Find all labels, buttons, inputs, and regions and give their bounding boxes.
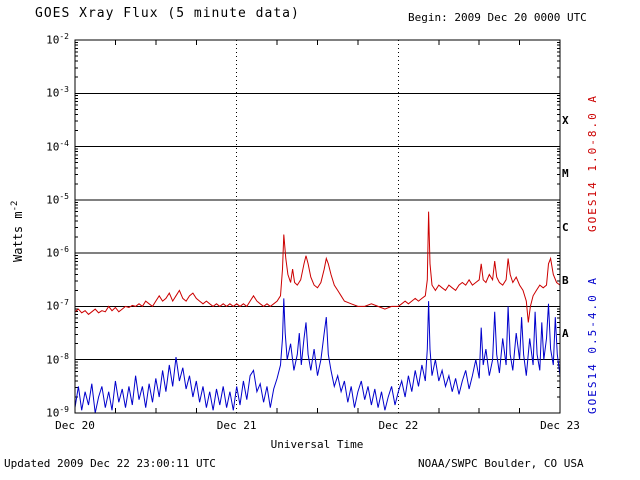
series-label-long-channel: GOES14 1.0-8.0 A [586, 94, 599, 232]
y-axis-label-base: Watts m [11, 211, 25, 262]
flare-class-C: C [562, 220, 569, 234]
y-tick-label: 10-6 [46, 245, 69, 260]
x-axis-label: Universal Time [270, 438, 364, 451]
x-tick-label: Dec 21 [216, 419, 257, 432]
x-tick-label: Dec 20 [55, 419, 95, 432]
series-label-short-channel: GOES14 0.5-4.0 A [586, 276, 599, 414]
series-line [74, 298, 561, 414]
flare-class-B: B [562, 273, 569, 287]
flare-class-M: M [562, 167, 569, 181]
y-tick-label: 10-3 [46, 85, 69, 100]
chart-title: GOES Xray Flux (5 minute data) [35, 6, 300, 21]
source-credit: NOAA/SWPC Boulder, CO USA [418, 457, 584, 470]
plot-border [74, 39, 561, 414]
y-tick-label: 10-7 [46, 298, 69, 314]
series-line [74, 211, 561, 323]
updated-timestamp: Updated 2009 Dec 22 23:00:11 UTC [4, 457, 216, 470]
y-tick-label: 10-2 [46, 32, 69, 47]
x-tick-label: Dec 23 [540, 419, 580, 432]
y-axis-label-exponent: -2 [10, 200, 20, 212]
begin-timestamp: Begin: 2009 Dec 20 0000 UTC [408, 11, 587, 24]
y-tick-label: 10-4 [46, 138, 69, 154]
y-axis-label: Watts m-2 [10, 201, 25, 262]
flare-class-A: A [562, 327, 569, 341]
y-tick-label: 10-8 [46, 351, 69, 367]
x-tick-label: Dec 22 [378, 419, 419, 432]
flare-class-X: X [562, 113, 569, 127]
y-tick-label: 10-9 [46, 405, 69, 420]
y-tick-label: 10-5 [46, 191, 69, 207]
